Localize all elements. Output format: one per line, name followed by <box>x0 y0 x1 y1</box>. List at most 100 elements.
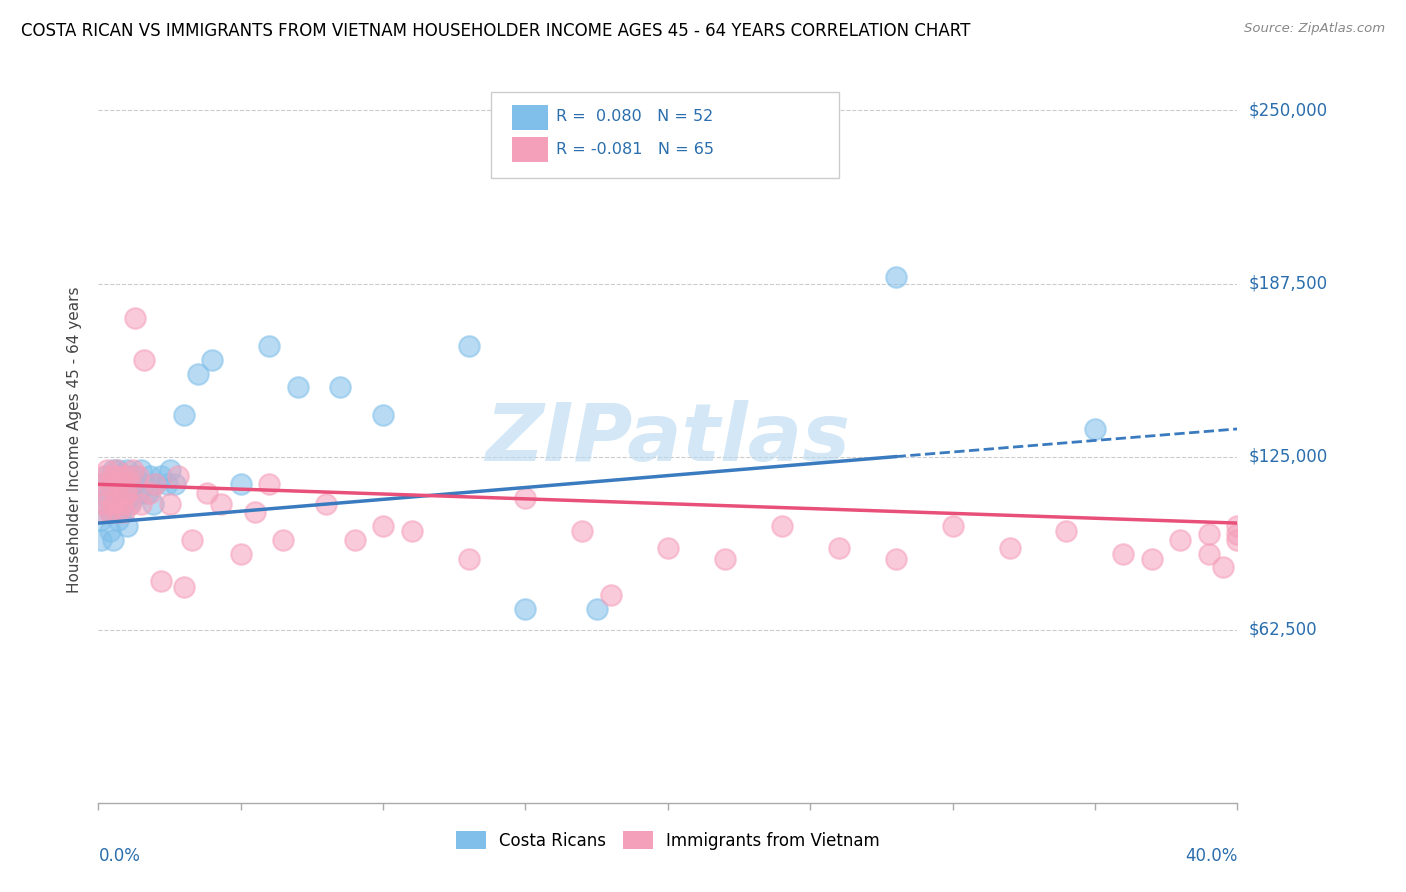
Point <box>1170 533 1192 547</box>
Point <box>329 380 352 394</box>
Point <box>243 505 266 519</box>
Point <box>98 505 121 519</box>
Point <box>828 541 851 555</box>
Point <box>107 513 129 527</box>
Point <box>115 485 138 500</box>
Point <box>1212 560 1234 574</box>
Point <box>132 477 155 491</box>
Point <box>287 380 309 394</box>
Point <box>115 469 138 483</box>
Point <box>107 463 129 477</box>
Point <box>112 497 135 511</box>
Point <box>145 477 167 491</box>
Point <box>1198 547 1220 561</box>
Point <box>165 477 187 491</box>
Point <box>96 485 118 500</box>
Point <box>112 485 135 500</box>
FancyBboxPatch shape <box>512 105 548 129</box>
Point <box>1226 527 1249 541</box>
Point <box>93 497 115 511</box>
Point <box>714 552 737 566</box>
Point <box>585 602 607 616</box>
Point <box>571 524 593 539</box>
Point <box>104 463 127 477</box>
Point <box>90 533 112 547</box>
Point <box>998 541 1021 555</box>
Point <box>401 524 423 539</box>
Point <box>93 477 115 491</box>
Point <box>195 485 218 500</box>
Point <box>138 485 160 500</box>
Point <box>101 533 124 547</box>
Point <box>124 311 146 326</box>
Point <box>156 477 179 491</box>
Text: Source: ZipAtlas.com: Source: ZipAtlas.com <box>1244 22 1385 36</box>
Point <box>373 408 395 422</box>
Point <box>159 463 181 477</box>
Text: $187,500: $187,500 <box>1249 275 1327 293</box>
Text: ZIPatlas: ZIPatlas <box>485 401 851 478</box>
Point <box>93 497 115 511</box>
Point <box>121 491 143 505</box>
Point <box>259 339 281 353</box>
Point <box>145 477 167 491</box>
Text: 0.0%: 0.0% <box>98 847 141 865</box>
Point <box>101 469 124 483</box>
Point <box>1056 524 1078 539</box>
Point <box>127 485 149 500</box>
FancyBboxPatch shape <box>491 92 839 178</box>
Point <box>110 497 132 511</box>
Point <box>150 469 173 483</box>
Point <box>515 602 537 616</box>
Point <box>229 477 252 491</box>
Point <box>127 469 149 483</box>
Point <box>187 367 209 381</box>
Point <box>657 541 679 555</box>
Point <box>124 469 146 483</box>
Point <box>110 469 132 483</box>
Point <box>141 497 163 511</box>
Point <box>167 469 190 483</box>
Point <box>90 513 112 527</box>
Point <box>96 469 118 483</box>
Point <box>173 580 195 594</box>
Text: R =  0.080   N = 52: R = 0.080 N = 52 <box>557 109 713 124</box>
Point <box>93 469 115 483</box>
Point <box>101 485 124 500</box>
Point <box>90 477 112 491</box>
Point <box>110 477 132 491</box>
Point <box>884 552 907 566</box>
Point <box>110 505 132 519</box>
Point <box>98 524 121 539</box>
Text: R = -0.081   N = 65: R = -0.081 N = 65 <box>557 142 714 157</box>
Point <box>1140 552 1163 566</box>
Text: COSTA RICAN VS IMMIGRANTS FROM VIETNAM HOUSEHOLDER INCOME AGES 45 - 64 YEARS COR: COSTA RICAN VS IMMIGRANTS FROM VIETNAM H… <box>21 22 970 40</box>
Point <box>315 497 337 511</box>
Point <box>457 552 479 566</box>
Point <box>259 477 281 491</box>
Point <box>115 519 138 533</box>
Point <box>600 588 623 602</box>
Point <box>343 533 366 547</box>
Point <box>1198 527 1220 541</box>
Point <box>884 269 907 284</box>
Point <box>229 547 252 561</box>
Point <box>104 497 127 511</box>
Point <box>101 463 124 477</box>
Point <box>770 519 793 533</box>
Point <box>98 477 121 491</box>
Point <box>1226 519 1249 533</box>
Point <box>159 497 181 511</box>
Point <box>373 519 395 533</box>
Text: $125,000: $125,000 <box>1249 448 1327 466</box>
Point <box>107 477 129 491</box>
Point <box>118 469 141 483</box>
Point <box>96 491 118 505</box>
Point <box>118 497 141 511</box>
Point <box>107 485 129 500</box>
Point <box>96 463 118 477</box>
Point <box>98 505 121 519</box>
Point <box>209 497 232 511</box>
Point <box>118 477 141 491</box>
Point <box>135 485 157 500</box>
